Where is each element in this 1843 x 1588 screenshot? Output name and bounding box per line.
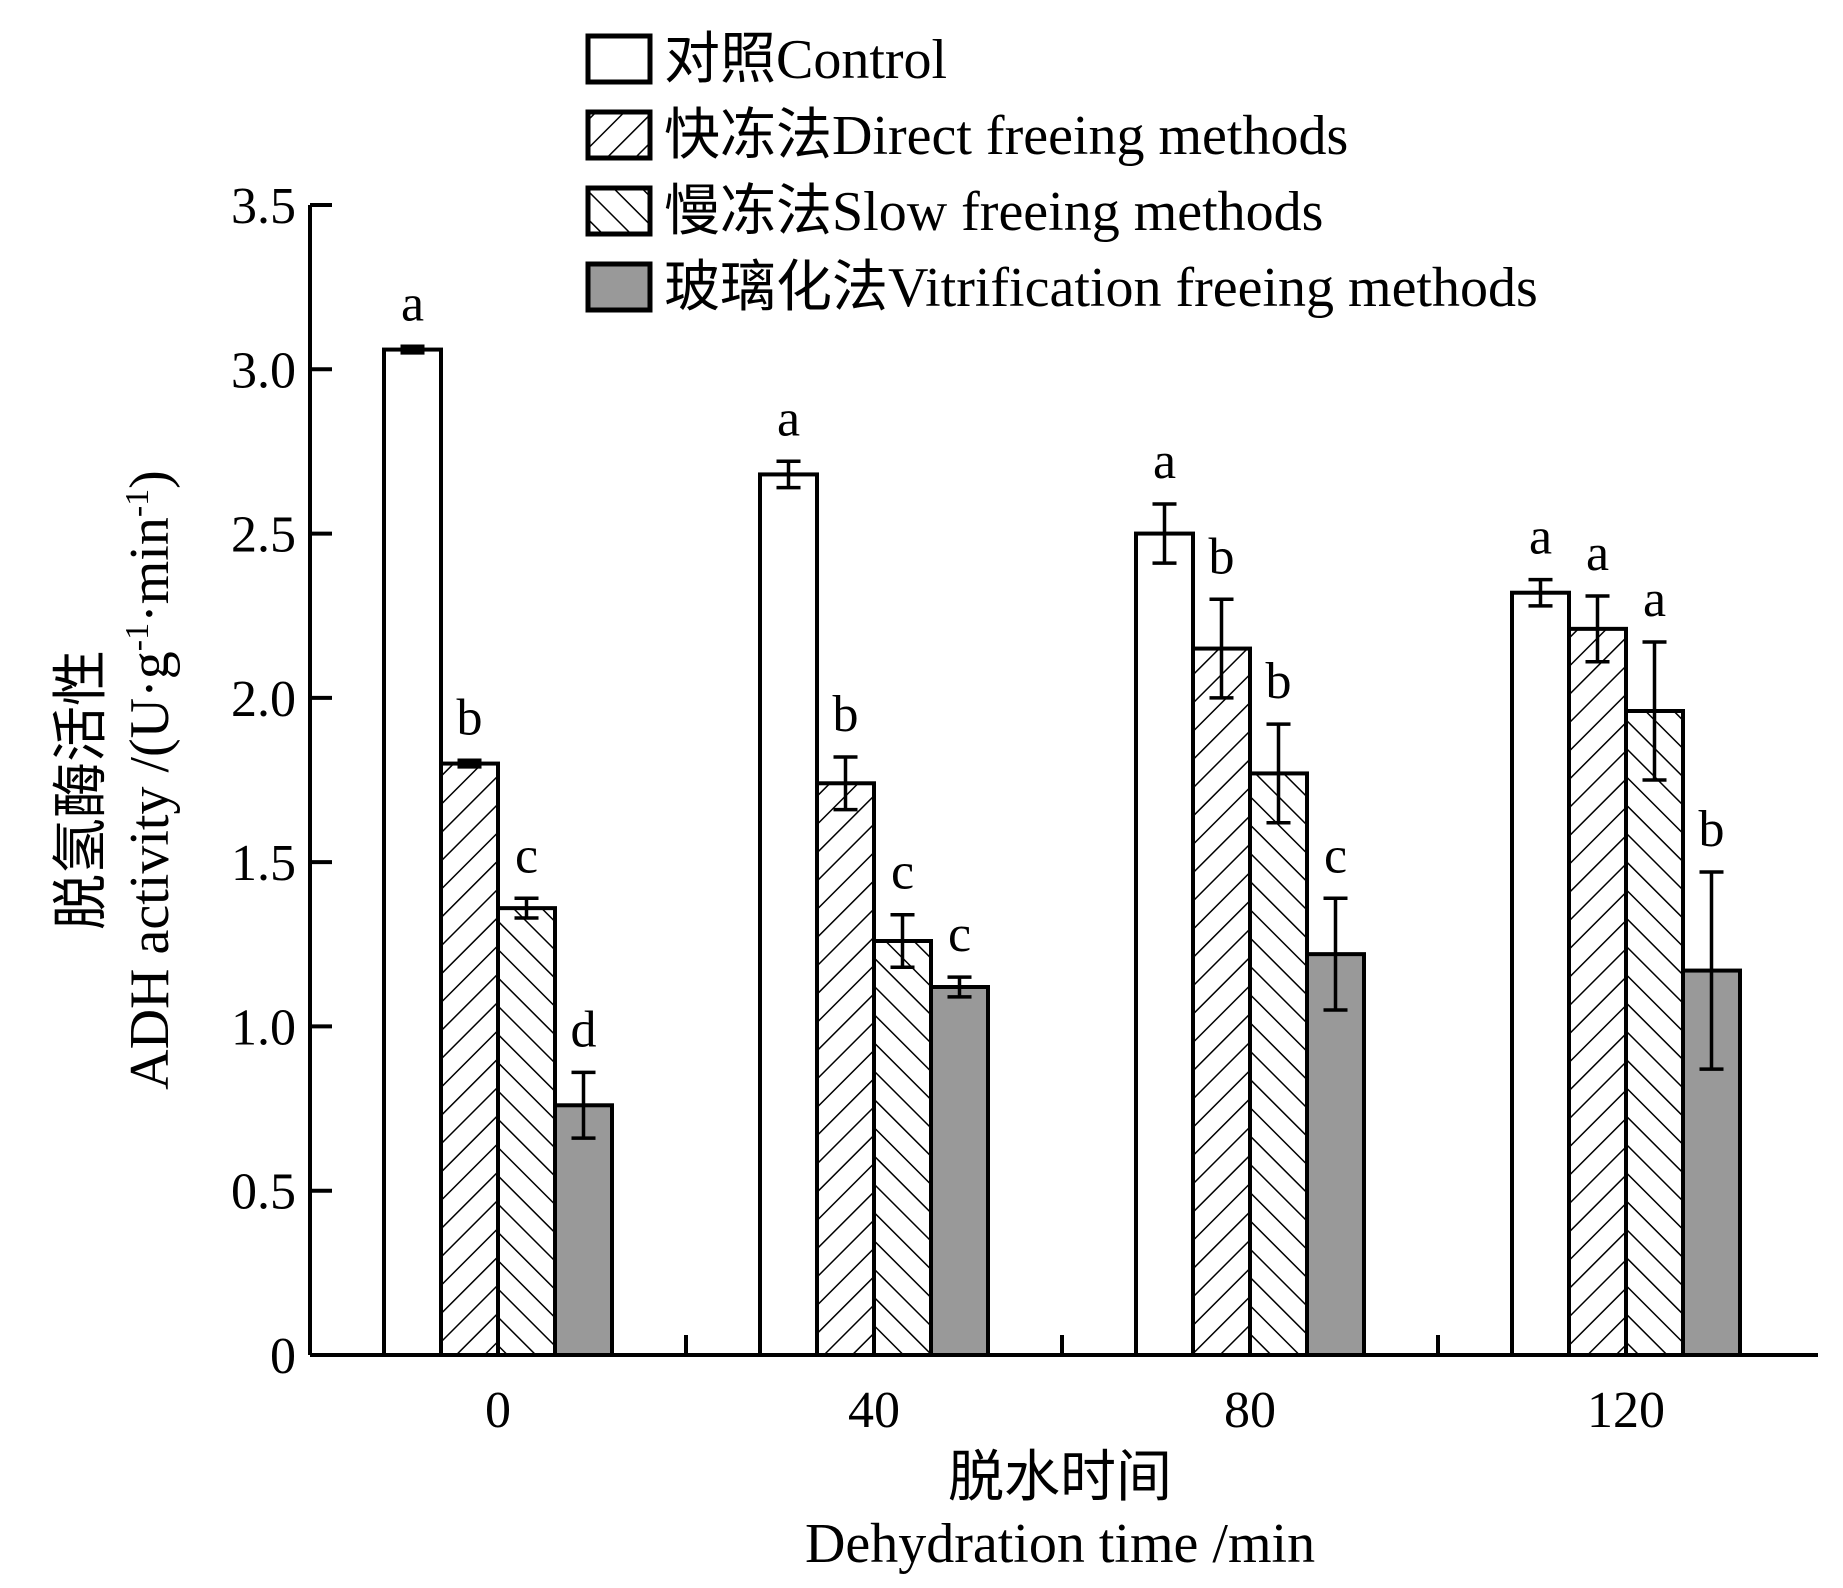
legend-label-vitrification: 玻璃化法Vitrification freeing methods xyxy=(664,257,1538,319)
y-tick-label: 1.0 xyxy=(231,999,296,1056)
y-tick-label: 0.5 xyxy=(231,1164,296,1221)
bar xyxy=(553,1103,614,1358)
y-tick-label: 0 xyxy=(270,1328,296,1385)
significance-label: b xyxy=(833,686,859,743)
legend-swatch-vitrification xyxy=(585,261,653,313)
bar xyxy=(1567,626,1628,1357)
error-bars xyxy=(400,344,1724,1140)
y-tick-label: 2.5 xyxy=(231,507,296,564)
significance-label: c xyxy=(891,844,914,901)
bar xyxy=(1510,590,1571,1357)
legend: 对照Control 快冻法Direct freeing methods 慢冻法S… xyxy=(585,29,1538,319)
bar xyxy=(1681,968,1742,1357)
bar xyxy=(496,906,557,1358)
legend-label-slow: 慢冻法Slow freeing methods xyxy=(664,181,1323,243)
x-tick-label: 40 xyxy=(848,1382,900,1439)
legend-swatch-direct xyxy=(585,109,653,161)
axes: 0 0.5 1.0 1.5 2.0 2.5 3.0 3.5 0 40 80 120 xyxy=(231,178,1818,1439)
legend-label-direct: 快冻法Direct freeing methods xyxy=(664,105,1348,167)
significance-label: a xyxy=(1586,525,1609,582)
significance-label: b xyxy=(1266,653,1292,710)
legend-swatch-control xyxy=(585,33,653,85)
y-axis-title: 脱氢酶活性 ADH activity /(U·g-1·min-1) xyxy=(51,470,181,1090)
y-axis-title-line1: 脱氢酶活性 xyxy=(51,650,113,930)
significance-label: b xyxy=(1209,528,1235,585)
bar xyxy=(1191,646,1252,1357)
significance-label: a xyxy=(1529,509,1552,566)
significance-label: a xyxy=(777,390,800,447)
x-axis-title-line1: 脱水时间 xyxy=(948,1447,1172,1509)
bar xyxy=(439,761,500,1357)
significance-label: c xyxy=(1324,827,1347,884)
legend-item-vitrification: 玻璃化法Vitrification freeing methods xyxy=(585,257,1538,319)
significance-label: a xyxy=(1153,433,1176,490)
bar xyxy=(815,781,876,1357)
significance-label: b xyxy=(457,689,483,746)
legend-item-control: 对照Control xyxy=(585,29,947,91)
significance-label: a xyxy=(401,275,424,332)
legend-item-direct: 快冻法Direct freeing methods xyxy=(585,105,1348,167)
y-tick-label: 3.5 xyxy=(231,178,296,235)
significance-label: c xyxy=(948,906,971,963)
significance-label: c xyxy=(515,827,538,884)
y-axis-title-line2: ADH activity /(U·g-1·min-1) xyxy=(119,470,181,1090)
x-tick-label: 120 xyxy=(1587,1382,1665,1439)
legend-swatch-slow xyxy=(585,185,653,237)
significance-label: d xyxy=(571,1001,597,1058)
x-axis-title-line2: Dehydration time /min xyxy=(805,1513,1315,1575)
bar xyxy=(1624,709,1685,1357)
x-axis-title: 脱水时间 Dehydration time /min xyxy=(805,1447,1315,1575)
y-tick-label: 2.0 xyxy=(231,671,296,728)
y-tick-label: 3.0 xyxy=(231,342,296,399)
bar xyxy=(1305,952,1366,1358)
bar xyxy=(1134,531,1195,1357)
legend-item-slow: 慢冻法Slow freeing methods xyxy=(585,181,1323,243)
y-tick-label: 1.5 xyxy=(231,835,296,892)
significance-label: a xyxy=(1643,571,1666,628)
legend-label-control: 对照Control xyxy=(664,29,947,91)
bar xyxy=(758,472,819,1357)
bar xyxy=(1248,771,1309,1357)
significance-label: b xyxy=(1699,801,1725,858)
bar xyxy=(872,939,933,1357)
bar xyxy=(382,347,443,1358)
x-tick-label: 0 xyxy=(485,1382,511,1439)
x-tick-label: 80 xyxy=(1224,1382,1276,1439)
bar xyxy=(929,985,990,1357)
bars xyxy=(382,347,1742,1358)
